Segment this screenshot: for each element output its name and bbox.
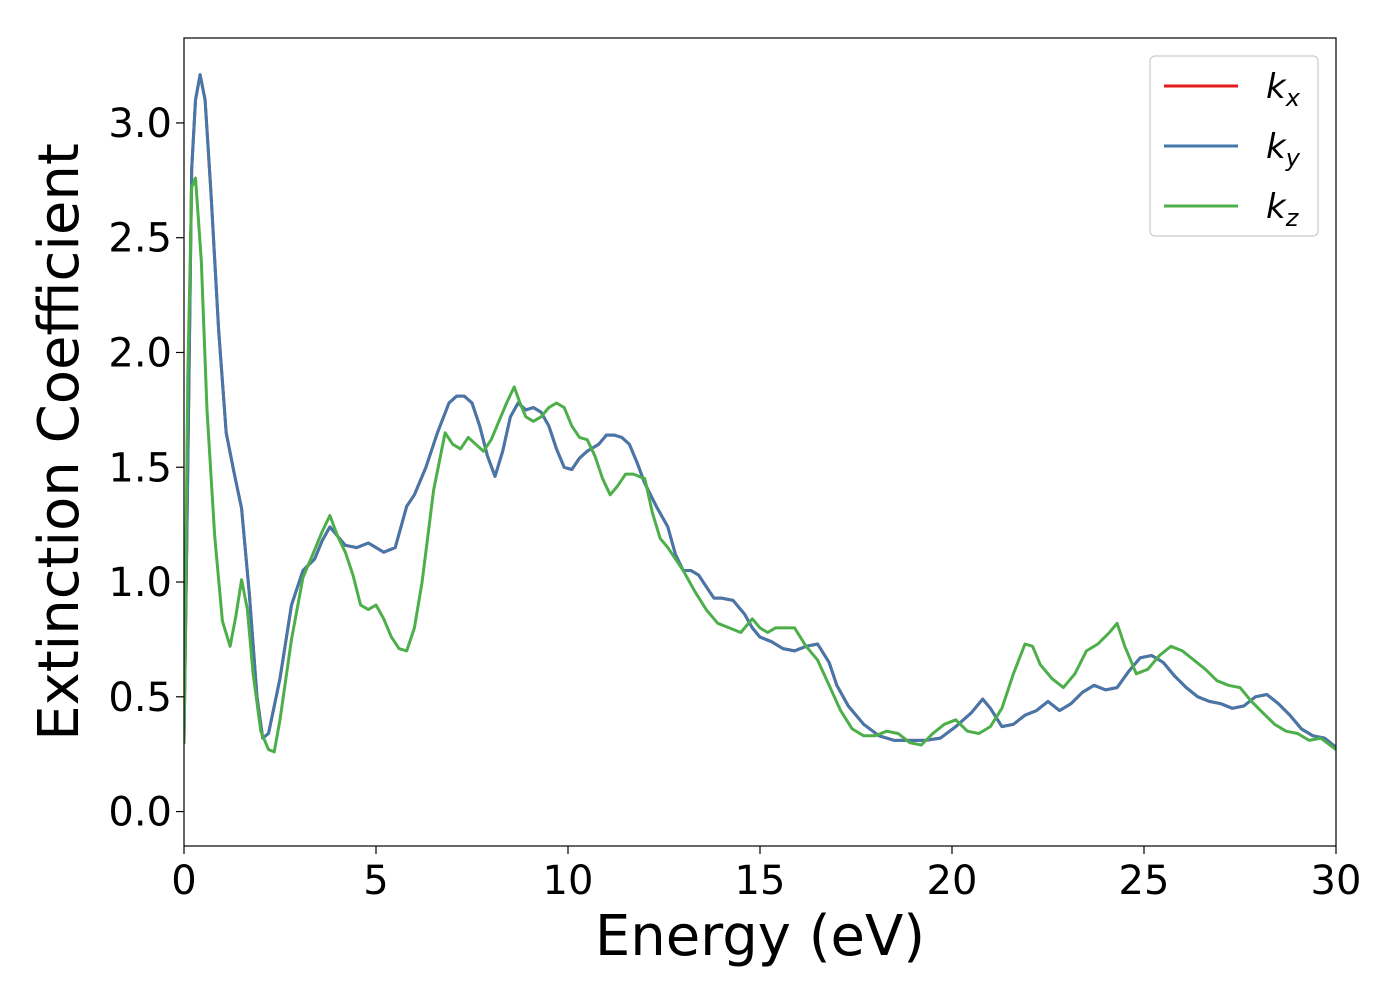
x-tick-label: 10 [543,858,594,904]
y-tick-label: 1.5 [108,445,172,491]
legend-label-base: k [1266,67,1287,107]
y-tick-label: 0.5 [108,675,172,721]
x-tick-label: 0 [171,858,196,904]
legend-label-base: k [1266,127,1287,167]
series-layer [184,73,1336,754]
x-tick-label: 25 [1119,858,1170,904]
legend-label-ky: ky [1266,127,1301,172]
y-tick-label: 2.0 [108,330,172,376]
y-axis-ticks: 0.0 0.5 1.0 1.5 2.0 2.5 3.0 [108,101,184,836]
x-tick-label: 30 [1311,858,1362,904]
x-tick-label: 5 [363,858,388,904]
series-line-ky [184,73,1336,749]
y-tick-label: 3.0 [108,101,172,147]
y-axis-label: Extinction Coefficient [27,143,92,741]
legend-label-kx: kx [1266,67,1301,112]
y-tick-label: 2.5 [108,216,172,262]
series-line-kz [184,176,1336,754]
x-tick-label: 20 [927,858,978,904]
legend-label-base: k [1266,187,1287,227]
legend-label-subscript: x [1285,84,1301,112]
x-axis-label: Energy (eV) [595,904,925,969]
x-axis-ticks: 0 5 10 15 20 25 30 [171,846,1361,904]
y-tick-label: 1.0 [108,560,172,606]
legend-label-kz: kz [1266,187,1300,232]
legend-label-subscript: y [1285,144,1301,172]
x-tick-label: 15 [735,858,786,904]
y-tick-label: 0.0 [108,790,172,836]
legend-label-subscript: z [1285,204,1300,232]
